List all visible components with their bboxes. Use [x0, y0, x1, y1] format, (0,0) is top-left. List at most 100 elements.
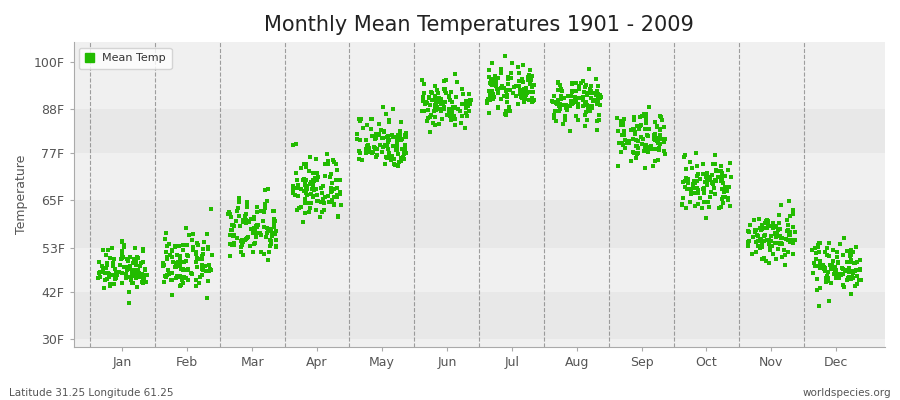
- Point: [523, 67, 537, 74]
- Point: [428, 92, 443, 99]
- Point: [654, 136, 669, 143]
- Point: [590, 83, 605, 89]
- Point: [481, 96, 495, 102]
- Point: [545, 98, 560, 105]
- Point: [370, 152, 384, 158]
- Point: [499, 110, 513, 117]
- Point: [288, 192, 302, 198]
- Point: [416, 94, 430, 100]
- Point: [382, 119, 397, 125]
- Point: [417, 107, 431, 114]
- Point: [697, 161, 711, 167]
- Point: [581, 90, 596, 96]
- Point: [626, 126, 640, 133]
- Point: [453, 108, 467, 115]
- Point: [156, 260, 170, 266]
- Point: [846, 249, 860, 255]
- Point: [758, 220, 772, 226]
- Point: [772, 240, 787, 246]
- Point: [130, 284, 144, 290]
- Point: [636, 136, 651, 142]
- Point: [250, 222, 265, 228]
- Point: [93, 269, 107, 276]
- Point: [650, 123, 664, 130]
- Point: [328, 177, 343, 183]
- Point: [680, 186, 694, 192]
- Point: [106, 262, 121, 269]
- Point: [706, 160, 720, 167]
- Point: [258, 234, 273, 240]
- Point: [358, 136, 373, 143]
- Point: [806, 247, 820, 254]
- Point: [511, 64, 526, 70]
- Point: [697, 190, 711, 196]
- Point: [845, 269, 859, 276]
- Point: [547, 115, 562, 121]
- Point: [783, 228, 797, 235]
- Point: [250, 203, 265, 210]
- Point: [169, 275, 184, 281]
- Point: [165, 292, 179, 298]
- Point: [765, 223, 779, 229]
- Point: [168, 264, 183, 270]
- Point: [113, 261, 128, 268]
- Point: [653, 141, 668, 147]
- Point: [518, 92, 533, 98]
- Point: [266, 220, 281, 226]
- Point: [248, 214, 262, 220]
- Point: [818, 249, 832, 255]
- Point: [360, 145, 374, 152]
- Point: [306, 182, 320, 188]
- Point: [122, 254, 137, 260]
- Point: [584, 88, 598, 94]
- Point: [515, 78, 529, 84]
- Point: [392, 134, 406, 141]
- Point: [314, 209, 328, 215]
- Point: [227, 232, 241, 239]
- Point: [676, 195, 690, 201]
- Point: [485, 81, 500, 88]
- Point: [610, 162, 625, 169]
- Point: [360, 122, 374, 128]
- Point: [551, 96, 565, 103]
- Point: [752, 216, 766, 222]
- Point: [688, 179, 702, 186]
- Point: [306, 177, 320, 183]
- Point: [122, 288, 136, 295]
- Point: [306, 170, 320, 176]
- Point: [115, 251, 130, 257]
- Point: [526, 82, 541, 89]
- Point: [829, 274, 843, 281]
- Point: [436, 86, 451, 92]
- Point: [509, 83, 524, 90]
- Point: [105, 281, 120, 288]
- Point: [385, 132, 400, 138]
- Point: [565, 101, 580, 107]
- Point: [158, 230, 173, 236]
- Point: [564, 89, 579, 96]
- Point: [114, 280, 129, 286]
- Point: [844, 247, 859, 254]
- Point: [691, 190, 706, 197]
- Point: [368, 136, 382, 142]
- Point: [481, 100, 495, 106]
- Point: [135, 273, 149, 280]
- Point: [296, 177, 310, 183]
- Point: [555, 101, 570, 108]
- Point: [366, 148, 381, 155]
- Point: [576, 96, 590, 103]
- Point: [741, 228, 755, 234]
- Point: [648, 119, 662, 125]
- Point: [563, 98, 578, 104]
- Point: [815, 262, 830, 268]
- Point: [384, 152, 399, 159]
- Point: [297, 176, 311, 182]
- Bar: [74, 62, 885, 110]
- Point: [394, 136, 409, 142]
- Point: [136, 280, 150, 287]
- Point: [658, 151, 672, 157]
- Point: [267, 224, 282, 230]
- Point: [233, 248, 248, 255]
- Point: [380, 134, 394, 140]
- Point: [830, 270, 844, 277]
